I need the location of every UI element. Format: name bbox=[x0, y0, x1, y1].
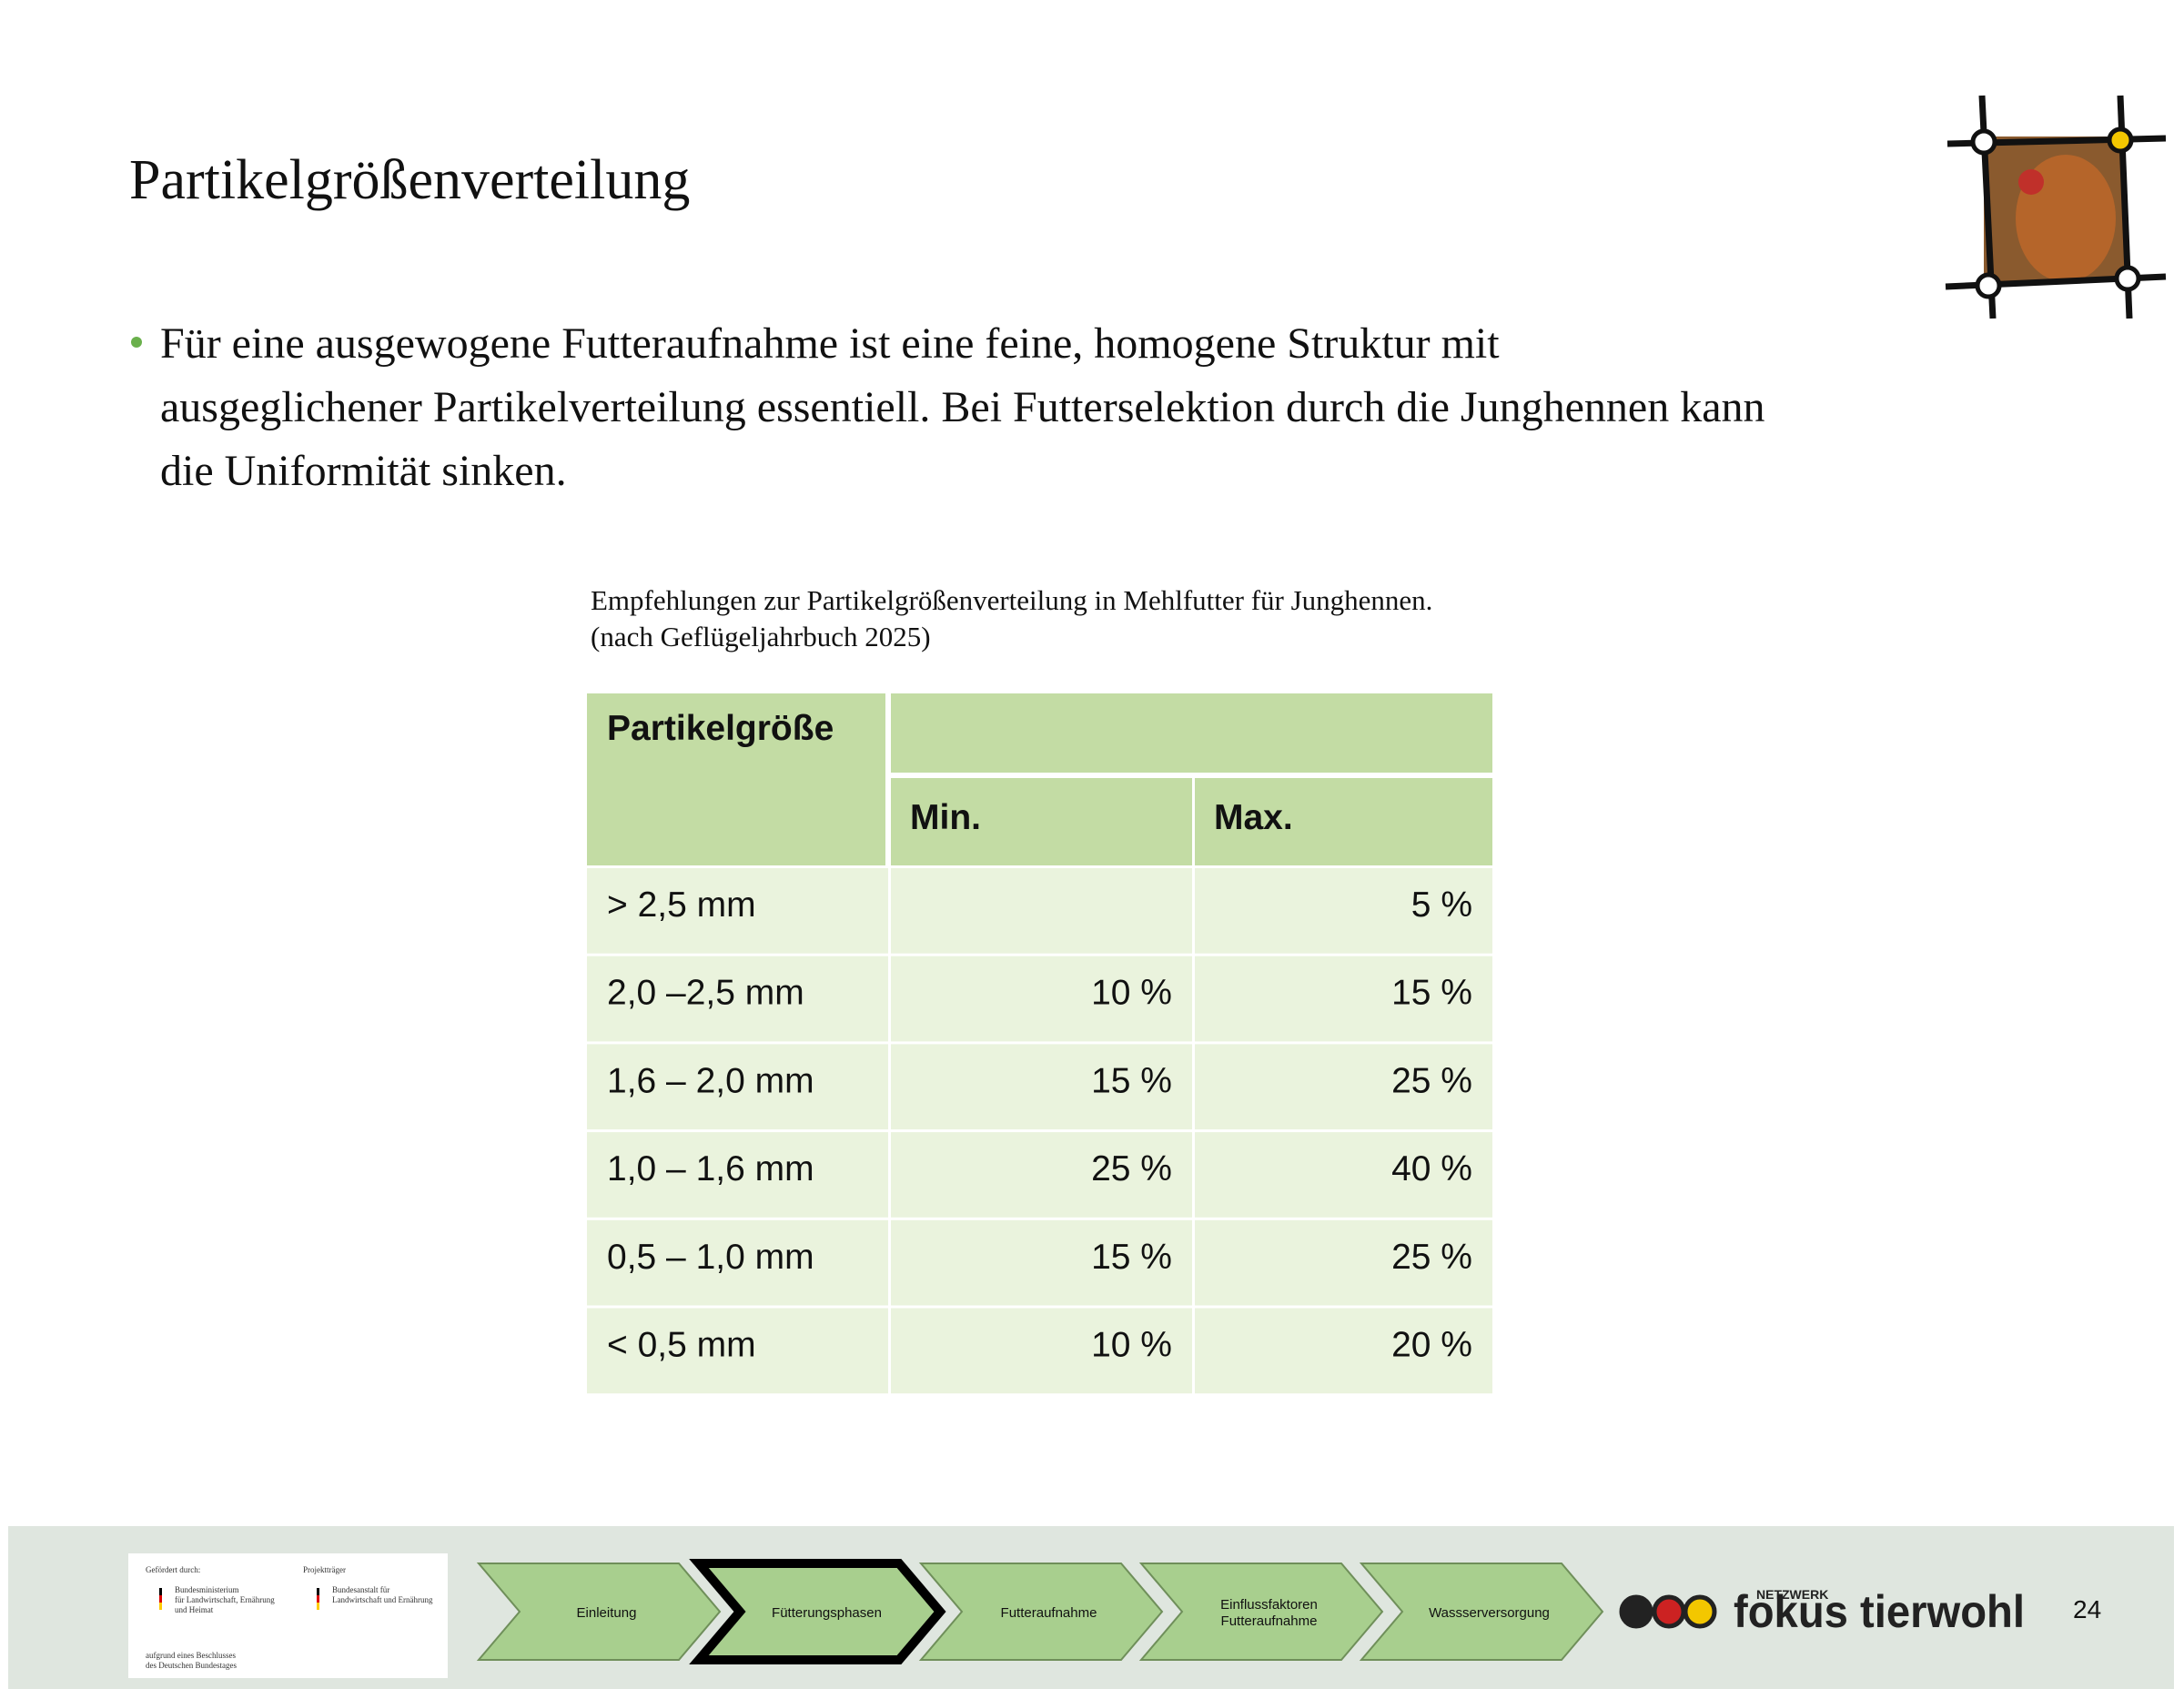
table-cell bbox=[1195, 1044, 1492, 1130]
resolution-text: des Deutschen Bundestages bbox=[146, 1661, 237, 1670]
logo-eye bbox=[1652, 1594, 1686, 1629]
cell-text: > 2,5 mm bbox=[607, 885, 756, 925]
table-cell bbox=[587, 1132, 888, 1218]
logo-text: fokus tierwohl bbox=[1734, 1586, 2025, 1637]
cell-text: < 0,5 mm bbox=[607, 1326, 756, 1365]
bullet-text: die Uniformität sinken. bbox=[160, 447, 567, 495]
table-cell bbox=[1195, 868, 1492, 954]
nav-label: Fütterungsphasen bbox=[772, 1605, 882, 1621]
table-cell bbox=[891, 868, 1192, 954]
cell-text: 10 % bbox=[1091, 974, 1172, 1013]
table-cell bbox=[1195, 956, 1492, 1042]
eagle-flag bbox=[317, 1588, 319, 1595]
cell-text: 15 % bbox=[1091, 1238, 1172, 1277]
table-cell bbox=[1195, 1308, 1492, 1394]
table-cell bbox=[891, 956, 1192, 1042]
logo-small: NETZWERK bbox=[1756, 1587, 1828, 1602]
table-cell bbox=[1195, 1132, 1492, 1218]
table-cell bbox=[891, 1132, 1192, 1218]
cell-text: 40 % bbox=[1391, 1149, 1472, 1188]
ministry-text: für Landwirtschaft, Ernährung bbox=[175, 1595, 275, 1604]
nav-step[interactable] bbox=[1138, 1563, 1384, 1661]
agency-text: Landwirtschaft und Ernährung bbox=[332, 1595, 433, 1604]
cell-text: 25 % bbox=[1391, 1061, 1472, 1100]
sponsor-label: Projektträger bbox=[303, 1565, 346, 1574]
cell-text: 25 % bbox=[1091, 1149, 1172, 1188]
bullet-text: ausgeglichener Partikelverteilung essent… bbox=[160, 383, 1765, 431]
header-cell bbox=[888, 693, 1492, 774]
resolution-text: aufgrund eines Beschlusses bbox=[146, 1651, 236, 1660]
cell-text: 20 % bbox=[1391, 1326, 1472, 1365]
table-cell bbox=[587, 956, 888, 1042]
cell-text: 5 % bbox=[1411, 885, 1472, 925]
slide-title: Partikelgrößenverteilung bbox=[129, 149, 690, 211]
bullet-text: Für eine ausgewogene Futteraufnahme ist … bbox=[160, 319, 1500, 368]
eagle-flag bbox=[317, 1603, 319, 1610]
photo-frame bbox=[1945, 95, 2167, 319]
nav-step[interactable] bbox=[918, 1563, 1164, 1661]
column-header: Max. bbox=[1214, 798, 1293, 837]
bullet-dot bbox=[131, 337, 142, 348]
cell-text: 15 % bbox=[1091, 1061, 1172, 1100]
nav-label: Wassserversorgung bbox=[1429, 1605, 1550, 1621]
header-cell bbox=[587, 693, 888, 865]
cell-text: 1,0 – 1,6 mm bbox=[607, 1149, 814, 1188]
eagle-flag bbox=[317, 1595, 319, 1603]
column-header: Min. bbox=[910, 798, 981, 837]
page-number: 24 bbox=[2073, 1595, 2101, 1623]
table-cell bbox=[587, 1044, 888, 1130]
logo-eye bbox=[1619, 1594, 1653, 1629]
ministry-text: und Heimat bbox=[175, 1605, 214, 1614]
table-caption: Empfehlungen zur Partikelgrößenverteilun… bbox=[591, 584, 1432, 616]
agency-text: Bundesanstalt für bbox=[332, 1585, 389, 1594]
eagle-flag bbox=[159, 1603, 162, 1610]
table-cell bbox=[587, 1219, 888, 1306]
logo-eye bbox=[1683, 1594, 1717, 1629]
nav-label: Futteraufnahme bbox=[1001, 1605, 1097, 1621]
cell-text: 0,5 – 1,0 mm bbox=[607, 1238, 814, 1277]
nav-label: Futteraufnahme bbox=[1221, 1613, 1318, 1629]
eagle-flag bbox=[159, 1595, 162, 1603]
table-cell bbox=[891, 1308, 1192, 1394]
cell-text: 10 % bbox=[1091, 1326, 1172, 1365]
table-cell bbox=[891, 1219, 1192, 1306]
cell-text: 1,6 – 2,0 mm bbox=[607, 1061, 814, 1100]
ministry-text: Bundesministerium bbox=[175, 1585, 239, 1594]
cell-text: 15 % bbox=[1391, 974, 1472, 1013]
table-cell bbox=[587, 868, 888, 954]
table-header: Partikelgröße bbox=[607, 709, 834, 748]
cell-text: 2,0 –2,5 mm bbox=[607, 974, 804, 1013]
cell-text: 25 % bbox=[1391, 1238, 1472, 1277]
funding-box bbox=[128, 1553, 448, 1678]
nav-step[interactable] bbox=[1359, 1563, 1604, 1661]
funding-label: Gefördert durch: bbox=[146, 1565, 200, 1574]
table-caption: (nach Geflügeljahrbuch 2025) bbox=[591, 621, 931, 652]
nav-step[interactable] bbox=[689, 1559, 946, 1664]
nav-label: Einflussfaktoren bbox=[1220, 1597, 1318, 1613]
nav-step[interactable] bbox=[476, 1563, 722, 1661]
header-cell bbox=[891, 778, 1192, 865]
header-cell bbox=[1195, 778, 1492, 865]
nav-label: Einleitung bbox=[577, 1605, 637, 1621]
table-cell bbox=[1195, 1219, 1492, 1306]
table-cell bbox=[587, 1308, 888, 1394]
eagle-flag bbox=[159, 1588, 162, 1595]
table-cell bbox=[891, 1044, 1192, 1130]
